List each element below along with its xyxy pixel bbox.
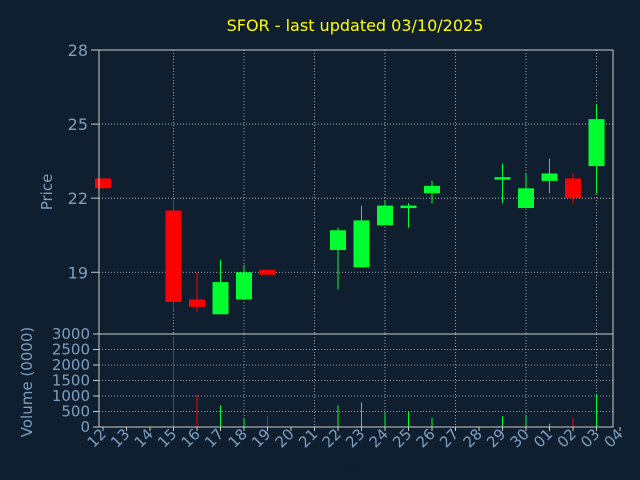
price-axis-label: Price	[38, 174, 56, 211]
volume-tick-label: 500	[61, 403, 90, 421]
candle-body	[330, 230, 346, 251]
day-tick-label: 28	[460, 425, 486, 451]
volume-frame	[98, 333, 614, 428]
day-tick-label: 26	[413, 425, 439, 451]
candle-body	[541, 173, 558, 181]
candle-body	[400, 205, 417, 209]
candle-body	[165, 210, 182, 302]
day-tick-label: 21	[295, 425, 321, 451]
candle-body	[353, 220, 370, 268]
candle-body	[95, 178, 111, 189]
day-tick-label: 19	[248, 425, 274, 451]
day-tick-label: 13	[107, 425, 133, 451]
plot-frames	[91, 49, 621, 431]
day-tick-label: 30	[507, 425, 533, 451]
day-tick-label: 29	[483, 425, 509, 451]
volume-tick-label: 1500	[52, 372, 90, 390]
day-tick-label: 23	[342, 425, 368, 451]
candle-body	[212, 282, 229, 315]
day-tick-label: 04	[601, 425, 627, 451]
price-candles	[95, 104, 605, 315]
volume-tick-label: 0	[80, 418, 90, 436]
volume-tick-label: 2000	[52, 356, 90, 374]
day-tick-label: 03	[577, 425, 603, 451]
candle-body	[236, 272, 252, 300]
day-tick-label: 18	[225, 425, 251, 451]
chart-title: SFOR - last updated 03/10/2025	[227, 16, 484, 35]
price-tick-label: 19	[68, 263, 88, 282]
volume-bars	[173, 337, 597, 427]
day-tick-label: 14	[131, 425, 157, 451]
day-tick-label: 16	[178, 425, 204, 451]
day-tick-label: 02	[554, 425, 580, 451]
candle-body	[189, 299, 205, 307]
candle-body	[377, 205, 393, 226]
volume-axis-label: Volume (0000)	[18, 327, 36, 437]
day-tick-label: 27	[436, 425, 462, 451]
day-tick-label: 20	[272, 425, 298, 451]
candle-body	[259, 269, 276, 275]
candle-body	[494, 177, 511, 180]
candle-body	[565, 178, 581, 199]
candle-body	[518, 188, 534, 209]
candle-body	[588, 119, 605, 167]
price-tick-label: 25	[68, 115, 88, 134]
volume-tick-label: 3000	[52, 325, 90, 343]
candle-body	[424, 185, 440, 194]
day-tick-label: 15	[154, 425, 180, 451]
day-tick-label: 01	[530, 425, 556, 451]
day-tick-label: 24	[366, 425, 392, 451]
volume-tick-label: 1000	[52, 387, 90, 405]
day-tick-label: 22	[319, 425, 345, 451]
price-tick-label: 28	[68, 41, 88, 60]
x-axis-label: Day	[334, 459, 362, 475]
day-tick-label: 17	[201, 425, 227, 451]
price-tick-label: 22	[68, 189, 88, 208]
volume-tick-label: 2500	[52, 341, 90, 359]
day-tick-label: 25	[389, 425, 415, 451]
